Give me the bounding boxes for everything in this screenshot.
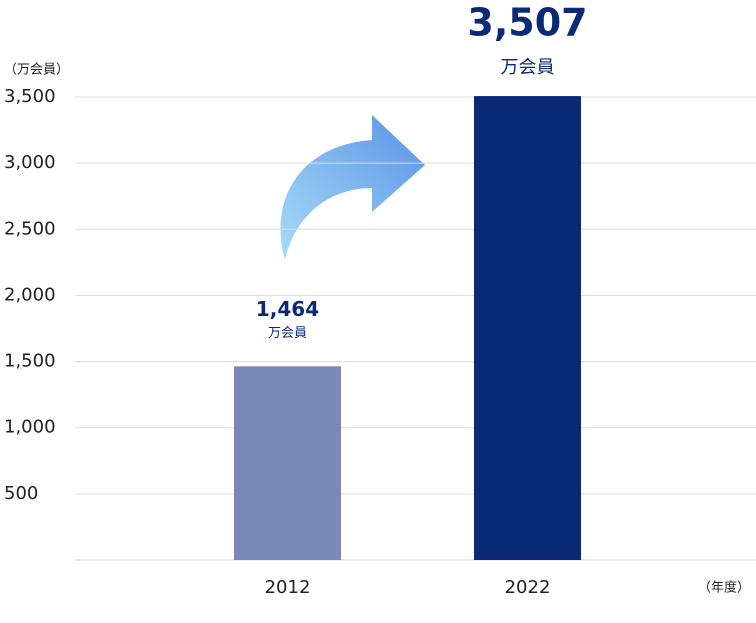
y-tick-label: 2,000: [4, 284, 56, 305]
y-tick-label: 1,000: [4, 417, 56, 438]
y-tick-label: 1,500: [4, 351, 56, 372]
y-tick-label: 3,000: [4, 152, 56, 173]
bar: [234, 366, 341, 560]
value-label: 1,464: [256, 297, 319, 321]
x-tick-label: 2022: [505, 577, 551, 598]
x-tick-label: 2012: [265, 577, 311, 598]
y-unit: （万会員）: [4, 63, 69, 78]
value-unit: 万会員: [501, 57, 555, 78]
value-unit: 万会員: [268, 326, 307, 341]
y-tick-label: 500: [4, 483, 38, 504]
y-tick-label: 2,500: [4, 218, 56, 239]
bar: [474, 96, 581, 560]
growth-arrow: [280, 115, 425, 260]
y-tick-label: 3,500: [4, 86, 56, 107]
value-label: 3,507: [467, 1, 587, 45]
x-unit: （年度）: [698, 580, 750, 596]
